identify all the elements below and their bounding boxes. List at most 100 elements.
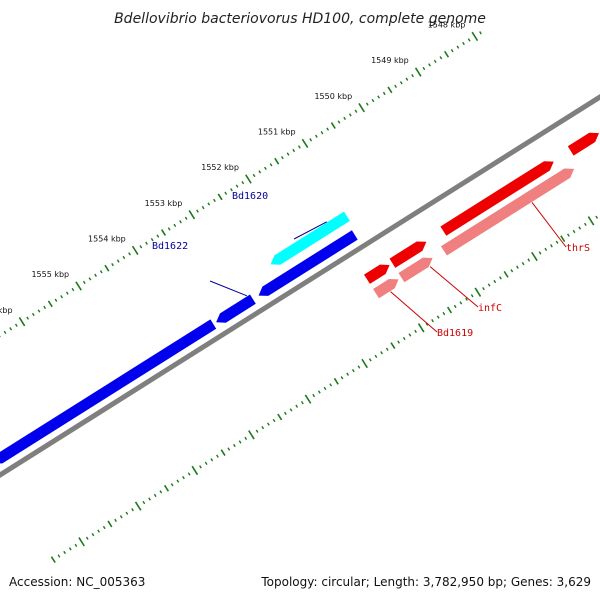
thrs-gene-arrow[interactable]: [440, 161, 554, 236]
inner-tick: [380, 351, 383, 355]
inner-tick: [374, 354, 378, 358]
outer-tick: [43, 305, 47, 310]
inner-tick: [499, 276, 502, 280]
unnamed-gene-arrow[interactable]: [0, 319, 217, 464]
inner-tick: [408, 333, 412, 337]
thrs-leader-line: [531, 202, 567, 248]
bd1620-label[interactable]: Bd1620: [232, 191, 268, 202]
outer-tick: [116, 259, 120, 263]
outer-tick: [235, 184, 239, 188]
outer-tick: [326, 127, 330, 131]
outer-tick: [82, 280, 86, 285]
tick-label: 1554 kbp: [88, 235, 126, 244]
inner-tick: [248, 430, 255, 440]
inner-tick: [357, 365, 361, 369]
inner-tick: [351, 368, 355, 373]
inner-tick: [125, 511, 129, 515]
infc-label[interactable]: infC: [478, 303, 502, 314]
outer-tick: [394, 84, 397, 88]
outer-tick: [60, 295, 64, 299]
bd1619-gene-arrow[interactable]: [364, 264, 390, 284]
inner-tick: [289, 408, 293, 412]
tick-label: 1556 kbp: [0, 306, 13, 315]
inner-tick: [148, 497, 151, 501]
tick-label: 1555 kbp: [31, 270, 69, 279]
outer-tick: [188, 210, 196, 220]
outer-tick: [371, 98, 375, 103]
inner-tick: [187, 472, 191, 476]
outer-tick: [269, 163, 273, 167]
outer-tick: [71, 287, 75, 292]
outer-tick: [9, 327, 13, 331]
bd1620-gene-arrow[interactable]: [270, 211, 350, 265]
inner-tick: [346, 372, 350, 376]
inner-tick: [560, 235, 566, 243]
inner-tick: [199, 465, 202, 469]
inner-tick: [567, 233, 570, 237]
inner-tick: [340, 376, 344, 380]
outer-tick: [280, 155, 284, 160]
outer-tick: [354, 109, 358, 113]
outer-tick: [217, 193, 223, 201]
bd1622-label[interactable]: Bd1622: [152, 241, 188, 252]
outer-tick: [131, 245, 139, 256]
bd1622-leader-line: [209, 280, 248, 297]
inner-tick: [210, 458, 214, 462]
inner-tick: [272, 418, 276, 423]
inner-tick: [527, 258, 531, 262]
inner-tick: [459, 301, 463, 305]
inner-tick: [63, 550, 67, 555]
inner-tick: [431, 319, 434, 323]
inner-tick: [531, 251, 538, 262]
bd1622-gene-arrow[interactable]: [216, 294, 256, 323]
inner-tick: [159, 490, 163, 494]
outer-tick: [54, 298, 58, 302]
inner-tick: [261, 426, 265, 430]
cds-arrow-3[interactable]: [373, 279, 399, 299]
outer-tick: [467, 38, 471, 42]
thrs-label[interactable]: thrS: [566, 243, 590, 254]
inner-tick: [487, 283, 491, 287]
inner-tick: [390, 342, 396, 350]
outer-tick: [314, 134, 318, 138]
inner-tick: [312, 393, 316, 398]
outer-tick: [439, 56, 443, 60]
inner-tick: [436, 315, 440, 319]
outer-tick: [479, 31, 482, 35]
tick-label: 1553 kbp: [145, 199, 183, 208]
outer-tick: [173, 223, 177, 228]
infc-gene-arrow[interactable]: [389, 241, 427, 268]
unnamed-gene-arrow[interactable]: [567, 132, 599, 156]
inner-tick: [446, 306, 453, 314]
cds-arrow-2[interactable]: [398, 257, 433, 283]
inner-tick: [204, 461, 208, 465]
cds-arrow-1[interactable]: [441, 168, 575, 256]
bd1620-leader-line: [293, 221, 328, 240]
outer-tick: [258, 170, 262, 174]
bd1619-label[interactable]: Bd1619: [437, 328, 473, 339]
outer-tick: [37, 309, 41, 313]
outer-tick: [343, 116, 347, 121]
inner-tick: [402, 336, 406, 341]
inner-tick: [114, 518, 117, 523]
outer-tick: [230, 188, 233, 192]
unnamed-gene-arrow[interactable]: [258, 230, 358, 296]
outer-tick: [241, 180, 245, 185]
inner-tick: [385, 347, 389, 351]
outer-tick: [122, 255, 126, 260]
inner-tick: [442, 311, 446, 316]
tick-label: 1550 kbp: [314, 92, 352, 101]
inner-tick: [244, 436, 248, 441]
outer-tick: [139, 245, 143, 249]
outer-tick: [405, 77, 409, 81]
inner-tick: [182, 475, 185, 480]
outer-tick: [150, 238, 154, 242]
outer-tick: [443, 50, 450, 58]
inner-tick: [119, 515, 123, 519]
outer-tick: [348, 113, 352, 117]
outer-tick: [160, 229, 167, 236]
inner-tick: [538, 251, 542, 255]
outer-tick: [145, 241, 148, 245]
inner-tick: [238, 440, 242, 444]
